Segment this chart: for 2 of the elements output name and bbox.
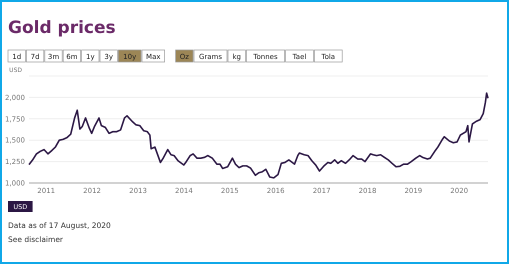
line-series [28,92,489,179]
chart-title: Gold prices [8,18,116,38]
